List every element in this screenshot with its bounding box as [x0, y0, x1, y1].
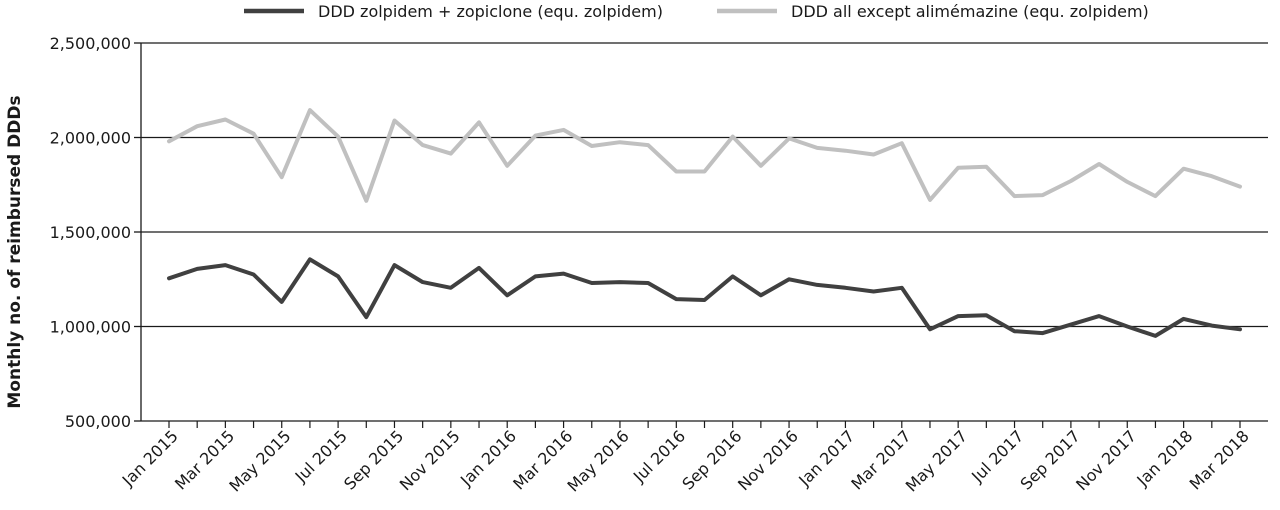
x-tick-label: May 2017 — [902, 426, 971, 495]
y-axis-title: Monthly no. of reimbursed DDDs — [5, 95, 25, 408]
y-axis: 500,000 1,000,000 1,500,000 2,000,000 2,500,… — [50, 34, 142, 431]
gridlines — [141, 42, 1268, 328]
series-lines — [167, 108, 1242, 338]
y-tick-label: 2,000,000 — [50, 129, 131, 148]
series-line — [167, 108, 1242, 203]
x-tick-label: Mar 2018 — [1186, 426, 1253, 493]
x-tick-label: May 2015 — [225, 426, 294, 495]
series-line — [167, 257, 1242, 338]
y-tick-label: 500,000 — [65, 412, 131, 431]
legend-label: DDD zolpidem + zopiclone (equ. zolpidem) — [318, 2, 663, 21]
y-tick-label: 1,000,000 — [50, 318, 131, 337]
legend: DDD zolpidem + zopiclone (equ. zolpidem)… — [244, 2, 1149, 21]
legend-label: DDD all except alimémazine (equ. zolpide… — [791, 2, 1149, 21]
x-tick-label: Nov 2017 — [1072, 426, 1140, 494]
x-tick-label: Nov 2015 — [396, 426, 464, 494]
y-tick-label: 1,500,000 — [50, 223, 131, 242]
x-tick-label: Nov 2016 — [734, 426, 802, 494]
x-tick-label: May 2016 — [564, 426, 633, 495]
y-tick-label: 2,500,000 — [50, 34, 131, 53]
